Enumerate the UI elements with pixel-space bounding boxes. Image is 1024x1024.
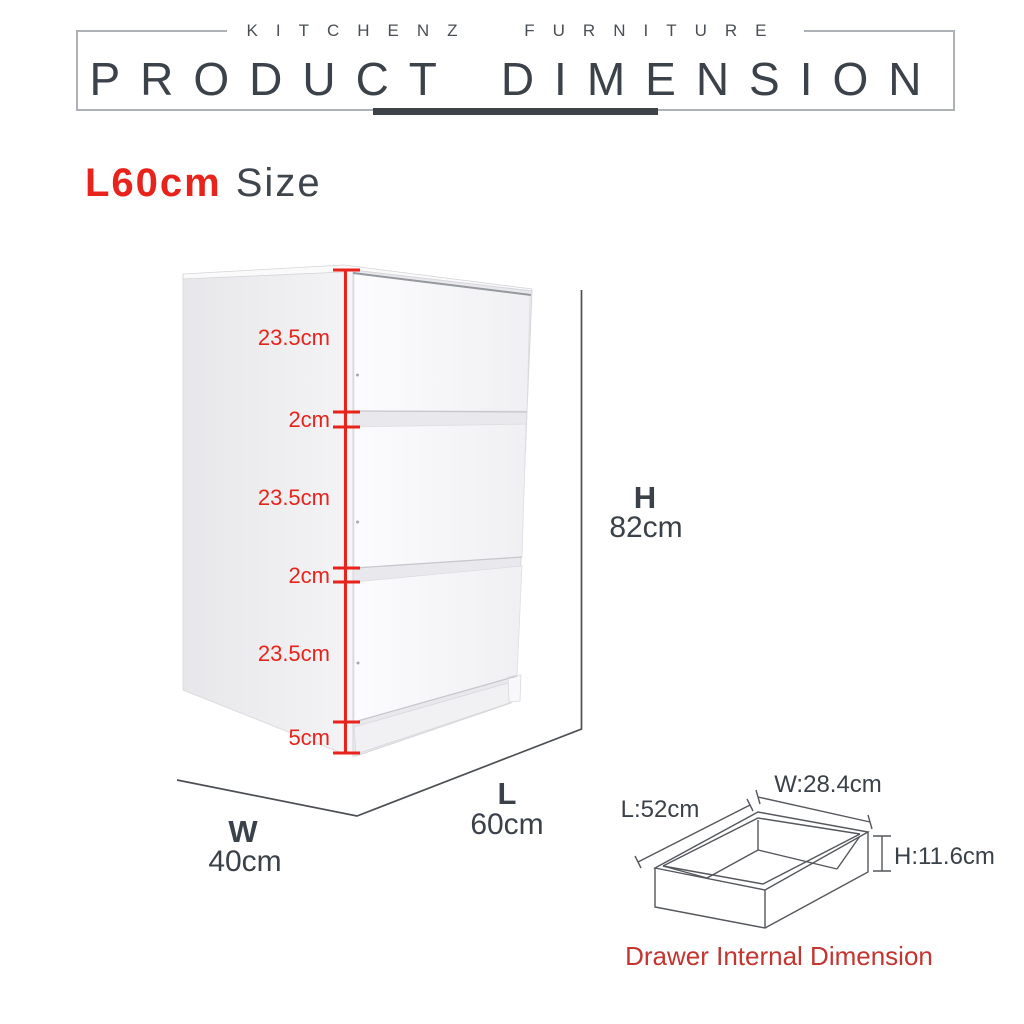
drawer-hole-3	[356, 661, 360, 665]
drawer-hole-2	[356, 520, 359, 524]
cabinet-illustration	[182, 264, 533, 757]
segment-label-2: 2cm	[288, 407, 330, 432]
height-value: 82cm	[609, 511, 682, 544]
length-letter: L	[498, 776, 517, 811]
width-value: 40cm	[208, 845, 281, 878]
tray-width-dim-line	[755, 789, 873, 830]
tray-height-dim-line	[873, 835, 891, 872]
drawer-tray-diagram	[634, 789, 891, 929]
drawer-internal-caption: Drawer Internal Dimension	[625, 941, 933, 971]
brand-rule-left	[76, 30, 227, 32]
drawer-hole-1	[356, 373, 359, 377]
tray-inner-rim	[662, 817, 861, 885]
title-underline	[373, 108, 658, 115]
drawer-front-2	[353, 423, 527, 569]
brand-rule-right	[804, 30, 956, 32]
tray-inner-bottom	[706, 849, 838, 879]
cabinet-top-shadow-line	[352, 272, 532, 296]
tray-inner-corners	[662, 820, 861, 879]
segment-label-1: 23.5cm	[258, 325, 330, 350]
segment-label-5: 23.5cm	[258, 641, 330, 666]
segment-label-3: 23.5cm	[258, 485, 330, 510]
segment-ticks	[333, 268, 360, 755]
length-value: 60cm	[470, 808, 543, 841]
drawer-front-1	[353, 272, 531, 412]
cabinet-foot	[507, 674, 522, 703]
tray-length-label: L:52cm	[621, 796, 700, 823]
page-title: PRODUCT DIMENSION	[89, 53, 942, 105]
size-heading: L60cm Size	[85, 161, 322, 206]
brand-text: KITCHENZ FURNITURE	[246, 21, 785, 40]
size-suffix: Size	[235, 161, 322, 205]
tray-length-dim-line	[634, 798, 754, 869]
height-letter: H	[634, 480, 656, 515]
front-segment-dimension-line	[333, 268, 360, 755]
tray-width-label: W:28.4cm	[774, 771, 882, 798]
drawer-gap-lines	[353, 410, 528, 723]
segment-label-6: 5cm	[288, 725, 330, 750]
tray-outer-walls	[654, 832, 869, 929]
brand-bar: KITCHENZ FURNITURE	[76, 20, 956, 42]
width-letter: W	[228, 814, 258, 849]
tray-height-label: H:11.6cm	[894, 843, 995, 870]
segment-label-4: 2cm	[288, 563, 330, 588]
size-highlight: L60cm	[85, 161, 222, 205]
hwl-dimension-lines	[176, 290, 583, 817]
